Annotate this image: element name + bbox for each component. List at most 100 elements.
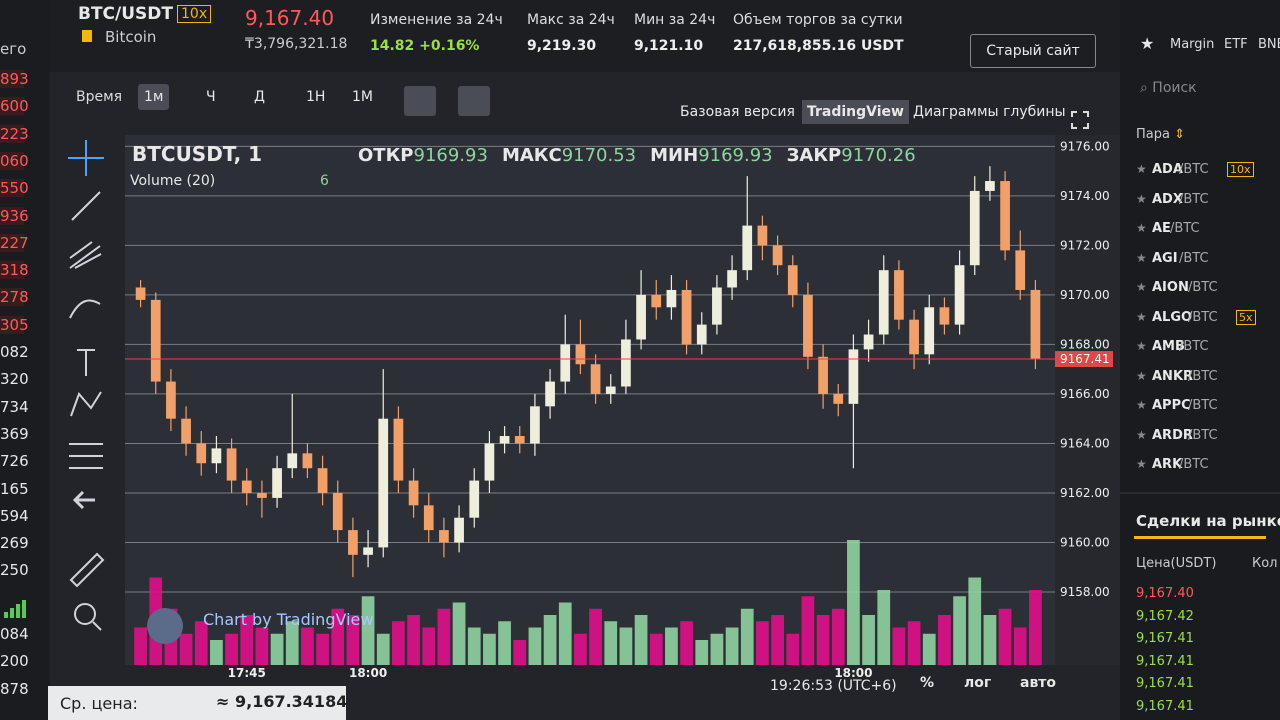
- volume-bar: [1029, 590, 1042, 665]
- candle-body: [560, 344, 571, 382]
- pair-star: ★: [1136, 427, 1147, 442]
- candle-body: [530, 406, 540, 444]
- volume-bar: [574, 633, 587, 665]
- view-tab[interactable]: TradingView: [802, 100, 909, 124]
- pair-quote: /BTC: [1179, 162, 1209, 177]
- pair-base[interactable]: AMB: [1152, 339, 1185, 354]
- y-tick-label: 9160.00: [1060, 535, 1110, 549]
- candle-body: [803, 294, 813, 357]
- volume-bar: [407, 615, 420, 665]
- leverage-badge: 10x: [177, 5, 212, 23]
- pair-star: ★: [1136, 339, 1147, 353]
- candle-body: [742, 225, 753, 271]
- price-axis: [1055, 135, 1120, 665]
- pair-base[interactable]: ARDR: [1152, 427, 1193, 443]
- candle-body: [878, 270, 889, 335]
- fullscreen-icon[interactable]: [1070, 110, 1090, 130]
- pair-base[interactable]: ANKR: [1152, 368, 1194, 384]
- market-tab[interactable]: Margin: [1170, 37, 1215, 52]
- candle-body: [439, 530, 449, 543]
- pair-header[interactable]: Пара ⇕: [1136, 127, 1185, 142]
- volume-bar: [907, 621, 921, 665]
- trade-price: 9,167.41: [1136, 631, 1194, 646]
- market-tab[interactable]: ETF: [1224, 37, 1248, 52]
- volume-bar: [1013, 627, 1027, 665]
- candle-body: [257, 492, 267, 498]
- candle-body: [1015, 250, 1026, 290]
- coin-icon: [82, 30, 92, 42]
- legend-label: МИН: [650, 145, 699, 166]
- volume-bar: [998, 608, 1012, 665]
- settings-button[interactable]: [404, 86, 436, 116]
- time-label: Время: [76, 89, 123, 105]
- chart-option[interactable]: лог: [964, 675, 992, 691]
- bars-icon: [4, 600, 26, 618]
- interval-button[interactable]: 1м: [138, 84, 170, 110]
- market-tab[interactable]: BNB: [1258, 37, 1280, 52]
- pair-base[interactable]: AE: [1152, 221, 1171, 236]
- stat-label: Объем торгов за сутки: [733, 12, 903, 28]
- volume-bar: [649, 633, 663, 665]
- volume-bar: [725, 627, 739, 665]
- pair-quote: /BTC: [1179, 250, 1209, 266]
- volume-bar: [513, 640, 527, 665]
- x-tick-label: 18:00: [349, 666, 387, 680]
- pair-star: ★: [1136, 280, 1147, 294]
- candle-body: [166, 381, 176, 419]
- pair-base[interactable]: ARK: [1152, 457, 1183, 472]
- volume-bar: [862, 615, 875, 665]
- old-site-button[interactable]: Старый сайт: [970, 34, 1096, 68]
- trades-title: Сделки на рынке: [1136, 512, 1280, 530]
- volume-bar: [877, 590, 891, 665]
- candlestick-chart: 9158.00 9160.00 9162.00 9164.00 9166.00 9168.…: [125, 135, 1120, 680]
- candle-body: [150, 299, 161, 382]
- candle-body: [484, 443, 495, 481]
- candle-body: [636, 294, 646, 340]
- volume-bar: [786, 633, 800, 665]
- y-tick-label: 9162.00: [1060, 486, 1110, 500]
- y-tick-label: 9174.00: [1060, 189, 1110, 203]
- chart-option[interactable]: %: [920, 675, 935, 691]
- volume-bar: [816, 615, 830, 665]
- search-box[interactable]: ⌕ Поиск: [1140, 80, 1197, 96]
- view-tab[interactable]: Диаграммы глубины: [913, 104, 1066, 120]
- legend-label: МАКС: [501, 145, 562, 166]
- pair-base[interactable]: ADA: [1152, 162, 1183, 177]
- legend-label: ЗАКР: [786, 145, 842, 166]
- pair-star: ★: [1136, 309, 1147, 324]
- pair-base[interactable]: ADX: [1152, 191, 1183, 207]
- pair-leverage: 10x: [1227, 162, 1254, 177]
- interval-button[interactable]: 1Н: [306, 89, 326, 105]
- qty-column: Кол: [1252, 556, 1278, 571]
- pair-base[interactable]: ALGO: [1152, 309, 1193, 325]
- candle-body: [348, 530, 358, 555]
- pair-quote: /BTC: [1170, 221, 1200, 236]
- chart-option[interactable]: авто: [1020, 675, 1057, 691]
- interval-button[interactable]: Д: [254, 89, 265, 105]
- candle-body: [833, 393, 844, 404]
- interval-button[interactable]: 1М: [352, 89, 373, 105]
- interval-button[interactable]: Ч: [206, 89, 216, 105]
- candle-body: [894, 270, 904, 320]
- bid-price: 082: [0, 343, 29, 361]
- pair-base[interactable]: AION: [1152, 280, 1189, 295]
- indicators-button[interactable]: [458, 86, 490, 116]
- pair-star: ★: [1136, 457, 1147, 471]
- bid-price: 165: [0, 479, 29, 498]
- pair-base[interactable]: AGI: [1152, 250, 1178, 266]
- volume-bar: [301, 627, 314, 665]
- ohlc-legend: ОТКР9169.93 МАКС9170.53 МИН9169.93 ЗАКР9170…: [358, 145, 930, 166]
- candle-body: [924, 307, 935, 355]
- view-tab[interactable]: Базовая версия: [680, 104, 795, 120]
- avg-price-tooltip: Ср. цена: ≈ 9,167.34184: [48, 686, 347, 720]
- coin-name: Bitcoin: [105, 28, 157, 46]
- pair-base[interactable]: APPC: [1152, 398, 1191, 413]
- candle-body: [712, 287, 722, 325]
- candle-body: [590, 364, 601, 394]
- candle-body: [454, 517, 464, 543]
- candle-body: [287, 453, 298, 469]
- candle-body: [211, 448, 222, 464]
- last-price: 9,167.40: [245, 6, 335, 30]
- star: ★: [1140, 34, 1155, 53]
- trade-price: 9,167.41: [1136, 698, 1194, 714]
